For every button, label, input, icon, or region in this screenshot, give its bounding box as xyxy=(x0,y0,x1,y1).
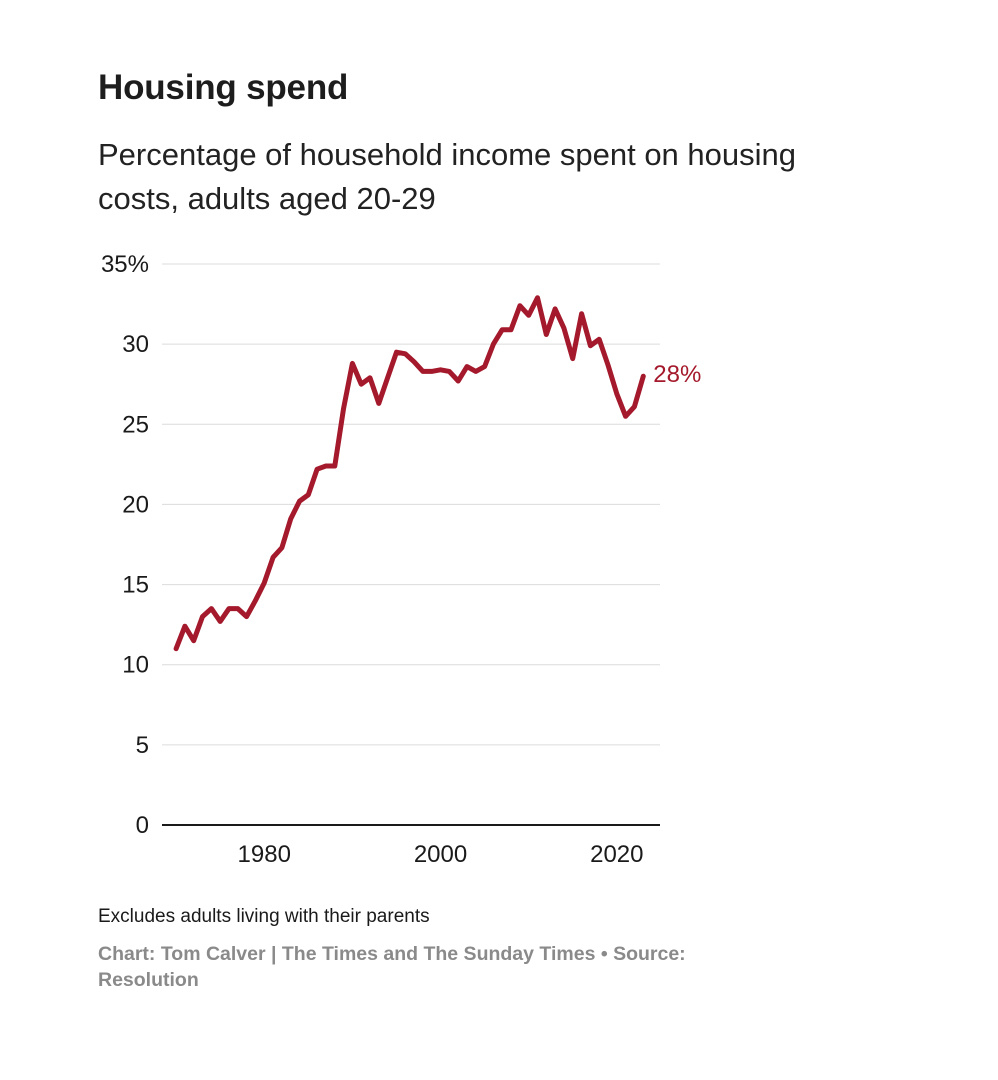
chart-title: Housing spend xyxy=(98,68,349,107)
data-point-2008 xyxy=(509,327,514,332)
data-point-2017 xyxy=(588,343,593,348)
data-point-2021 xyxy=(623,414,628,419)
data-point-1999 xyxy=(429,369,434,374)
y-tick-label-0: 0 xyxy=(136,812,149,839)
data-point-2005 xyxy=(482,364,487,369)
data-point-1978 xyxy=(244,614,249,619)
x-tick-label-2000: 2000 xyxy=(414,841,467,868)
data-point-2022 xyxy=(632,404,637,409)
series-line-0 xyxy=(173,295,646,652)
data-point-1984 xyxy=(297,499,302,504)
annotation-group: 28% xyxy=(653,361,701,388)
data-point-1975 xyxy=(218,619,223,624)
data-point-1986 xyxy=(315,467,320,472)
data-point-1983 xyxy=(288,516,293,521)
data-point-2015 xyxy=(570,356,575,361)
x-axis: 1980 2000 2020 xyxy=(162,824,660,868)
data-point-2000 xyxy=(438,367,443,372)
end-value-label: 28% xyxy=(653,361,701,388)
chart-note: Excludes adults living with their parent… xyxy=(98,906,430,927)
data-point-2006 xyxy=(491,342,496,347)
data-point-2020 xyxy=(614,391,619,396)
data-point-1996 xyxy=(403,351,408,356)
y-tick-label-20: 20 xyxy=(122,491,149,518)
chart-subtitle: Percentage of household income spent on … xyxy=(98,137,796,216)
data-point-1977 xyxy=(235,606,240,611)
data-point-2001 xyxy=(447,369,452,374)
y-axis: 0 5 10 15 20 25 30 35% xyxy=(101,251,149,839)
data-point-1970 xyxy=(174,646,179,651)
data-point-2016 xyxy=(579,311,584,316)
x-tick-label-1980: 1980 xyxy=(238,841,291,868)
y-tick-label-30: 30 xyxy=(122,331,149,358)
data-point-2007 xyxy=(500,327,505,332)
data-point-1973 xyxy=(200,614,205,619)
data-point-1991 xyxy=(359,382,364,387)
y-tick-label-15: 15 xyxy=(122,572,149,599)
data-point-2014 xyxy=(561,326,566,331)
data-point-1972 xyxy=(191,638,196,643)
data-point-1980 xyxy=(262,581,267,586)
data-point-2003 xyxy=(465,364,470,369)
data-point-2023 xyxy=(641,374,646,379)
data-point-1993 xyxy=(376,401,381,406)
data-point-1987 xyxy=(323,464,328,469)
y-tick-label-25: 25 xyxy=(122,411,149,438)
data-point-1990 xyxy=(350,361,355,366)
data-point-2013 xyxy=(553,306,558,311)
data-point-1989 xyxy=(341,406,346,411)
data-point-1976 xyxy=(227,606,232,611)
data-point-2018 xyxy=(597,337,602,342)
data-point-1982 xyxy=(279,545,284,550)
data-point-2011 xyxy=(535,295,540,300)
data-point-1981 xyxy=(271,555,276,560)
data-point-1998 xyxy=(420,369,425,374)
data-point-1971 xyxy=(182,624,187,629)
data-point-2004 xyxy=(473,369,478,374)
y-tick-label-10: 10 xyxy=(122,652,149,679)
y-tick-label-5: 5 xyxy=(136,732,149,759)
data-point-1992 xyxy=(368,375,373,380)
series-group xyxy=(173,295,646,652)
data-point-2019 xyxy=(606,363,611,368)
data-point-1995 xyxy=(394,350,399,355)
x-tick-label-2020: 2020 xyxy=(590,841,643,868)
data-point-2002 xyxy=(456,379,461,384)
data-point-1988 xyxy=(332,464,337,469)
data-point-1994 xyxy=(385,375,390,380)
data-point-1974 xyxy=(209,606,214,611)
data-point-2009 xyxy=(517,303,522,308)
y-tick-label-35: 35% xyxy=(101,251,149,278)
chart-credit: Chart: Tom Calver | The Times and The Su… xyxy=(98,943,686,991)
gridlines xyxy=(162,263,660,746)
data-point-1985 xyxy=(306,492,311,497)
data-point-2012 xyxy=(544,332,549,337)
data-point-1997 xyxy=(412,359,417,364)
line-chart: 0 5 10 15 20 25 30 35% 1980 2000 2020 28% xyxy=(101,251,701,868)
data-point-1979 xyxy=(253,598,258,603)
data-point-2010 xyxy=(526,313,531,318)
